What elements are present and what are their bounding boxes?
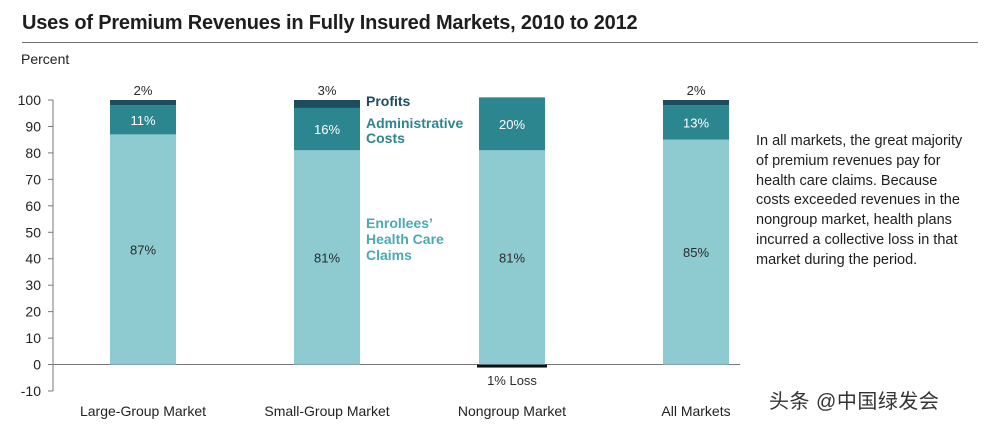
- y-tick-label: 70: [25, 171, 41, 187]
- y-tick-label: 0: [33, 357, 41, 373]
- y-axis-label: Percent: [21, 51, 69, 67]
- data-label-claims: 81%: [314, 250, 340, 265]
- y-tick-label: -10: [21, 383, 41, 399]
- data-label-claims: 87%: [130, 242, 156, 257]
- data-label-admin: 13%: [683, 115, 709, 130]
- bar-segment-large-group-market-2: [110, 100, 176, 106]
- y-tick-label: 50: [25, 224, 41, 240]
- bar-segment-all-markets-0: [663, 139, 729, 365]
- data-label-admin: 16%: [314, 122, 340, 137]
- legend-label: Enrollees’: [366, 215, 433, 231]
- x-tick-label: All Markets: [661, 403, 730, 419]
- data-label-claims: 85%: [683, 245, 709, 260]
- y-tick-label: 90: [25, 118, 41, 134]
- y-tick-label: 100: [18, 92, 42, 108]
- y-tick-label: 30: [25, 277, 41, 293]
- bar-segment-nongroup-market-0: [479, 150, 545, 365]
- bar-segment-all-markets-1: [663, 105, 729, 140]
- bar-segment-all-markets-2: [663, 100, 729, 106]
- bar-segment-large-group-market-0: [110, 134, 176, 365]
- y-tick-label: 80: [25, 145, 41, 161]
- watermark: 头条 @中国绿发会: [769, 391, 940, 413]
- legend-label: Health Care: [366, 231, 444, 247]
- data-label-admin: 20%: [499, 117, 525, 132]
- data-label-claims: 81%: [499, 250, 525, 265]
- data-label-profit: 3%: [318, 83, 337, 98]
- x-tick-label: Nongroup Market: [458, 403, 566, 419]
- title-divider: [22, 42, 978, 43]
- x-tick-label: Small-Group Market: [264, 403, 389, 419]
- data-label-admin: 11%: [130, 113, 155, 128]
- bar-segment-small-group-market-0: [294, 150, 360, 365]
- bar-segment-small-group-market-2: [294, 100, 360, 108]
- y-tick-label: 10: [25, 330, 41, 346]
- chart-title: Uses of Premium Revenues in Fully Insure…: [22, 12, 638, 34]
- legend-label: Administrative: [366, 115, 463, 131]
- legend-label: Profits: [366, 93, 411, 109]
- data-label-profit: 2%: [687, 83, 706, 98]
- y-tick-label: 60: [25, 198, 41, 214]
- legend-label: Claims: [366, 247, 412, 263]
- data-label-loss: 1% Loss: [487, 373, 537, 388]
- bar-segment-large-group-market-1: [110, 105, 176, 135]
- y-tick-label: 20: [25, 304, 41, 320]
- y-tick-label: 40: [25, 251, 41, 267]
- bar-segment-nongroup-market-1: [479, 97, 545, 151]
- bar-segment-small-group-market-1: [294, 107, 360, 151]
- data-label-profit: 2%: [134, 83, 153, 98]
- x-tick-label: Large-Group Market: [80, 403, 206, 419]
- legend-label: Costs: [366, 130, 405, 146]
- bar-segment-loss-nongroup-market: [477, 364, 547, 368]
- annotation-note: In all markets, the great majority of pr…: [756, 133, 963, 268]
